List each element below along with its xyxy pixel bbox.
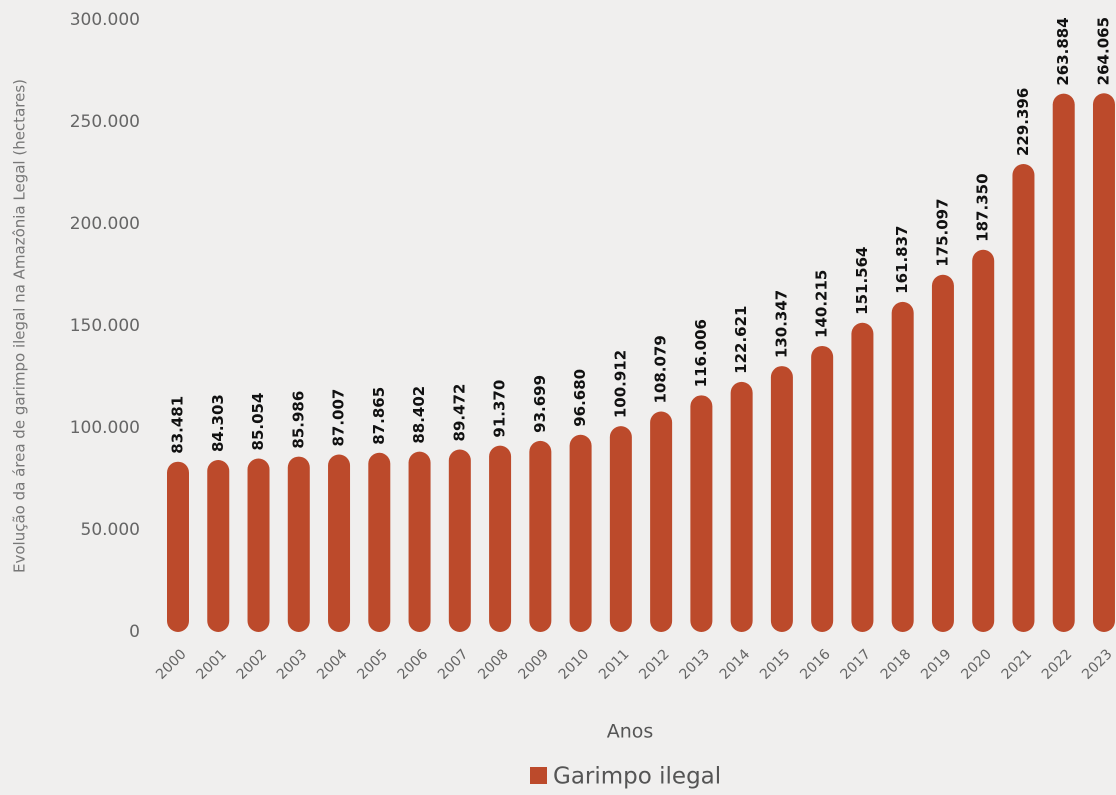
bar — [448, 449, 471, 632]
value-label: 140.215 — [813, 270, 831, 338]
bar — [770, 366, 793, 632]
value-label: 85.986 — [289, 391, 307, 449]
y-tick-label: 200.000 — [70, 214, 140, 234]
value-label: 161.837 — [893, 226, 911, 294]
value-label: 83.481 — [169, 396, 187, 454]
legend-label: Garimpo ilegal — [553, 764, 721, 790]
value-label: 100.912 — [611, 350, 629, 418]
bar — [247, 458, 270, 632]
value-label: 264.065 — [1094, 17, 1112, 85]
bar — [730, 381, 753, 632]
bar — [1092, 93, 1115, 633]
value-label: 85.054 — [249, 393, 267, 451]
bar — [287, 456, 310, 632]
value-label: 87.007 — [330, 389, 348, 447]
value-label: 229.396 — [1014, 88, 1032, 156]
value-label: 187.350 — [974, 173, 992, 241]
y-tick-label: 100.000 — [70, 418, 140, 438]
y-tick-label: 250.000 — [70, 112, 140, 132]
value-label: 130.347 — [772, 290, 790, 358]
value-label: 175.097 — [933, 198, 951, 266]
bar — [368, 452, 391, 632]
value-label: 87.865 — [370, 387, 388, 445]
value-label: 84.303 — [209, 394, 227, 452]
y-tick-label: 150.000 — [70, 316, 140, 336]
bar — [1012, 164, 1035, 632]
y-tick-label: 0 — [129, 622, 140, 642]
value-label: 88.402 — [410, 386, 428, 444]
bar — [609, 426, 632, 632]
bar — [408, 451, 431, 632]
bar — [650, 411, 673, 632]
bar — [972, 249, 995, 632]
value-label: 122.621 — [732, 306, 750, 374]
bar — [1052, 93, 1075, 633]
y-tick-label: 300.000 — [70, 10, 140, 30]
value-label: 263.884 — [1054, 17, 1072, 85]
y-tick-label: 50.000 — [81, 520, 140, 540]
y-axis-title: Evolução da área de garimpo ilegal na Am… — [11, 79, 29, 573]
bar — [811, 345, 834, 632]
x-axis-title: Anos — [607, 721, 654, 743]
bar — [931, 274, 954, 632]
bar — [167, 461, 189, 632]
value-label: 108.079 — [652, 335, 670, 403]
bar — [569, 434, 592, 632]
bar — [207, 460, 230, 632]
value-label: 116.006 — [692, 319, 710, 387]
bar — [328, 454, 351, 632]
value-label: 93.699 — [531, 375, 549, 433]
bar — [891, 301, 914, 632]
value-label: 96.680 — [571, 369, 589, 427]
bar — [690, 395, 713, 632]
value-label: 89.472 — [450, 384, 468, 442]
bar — [851, 322, 874, 632]
legend-swatch — [530, 767, 547, 784]
bar — [529, 440, 552, 632]
value-label: 91.370 — [491, 380, 509, 438]
bar — [489, 445, 512, 632]
value-label: 151.564 — [853, 246, 871, 314]
